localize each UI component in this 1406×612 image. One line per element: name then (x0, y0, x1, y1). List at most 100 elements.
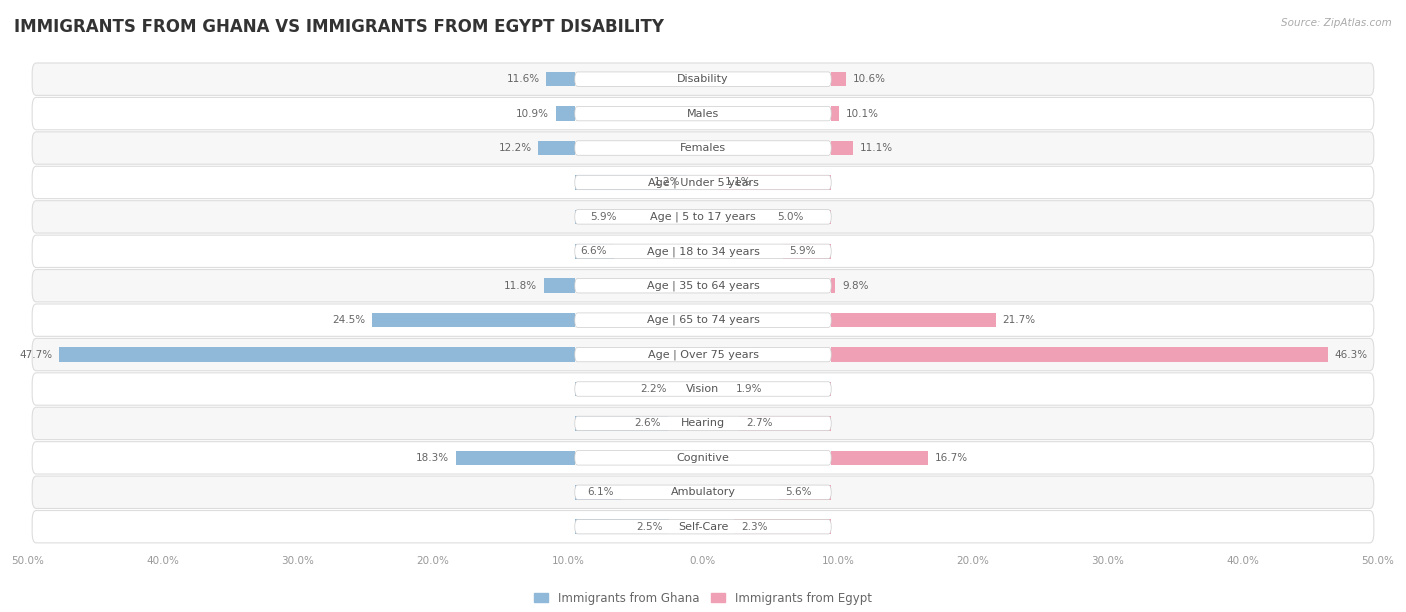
Text: Age | Over 75 years: Age | Over 75 years (648, 349, 758, 360)
Text: 6.6%: 6.6% (581, 246, 607, 256)
Bar (575, 485, 620, 499)
Text: Age | 35 to 64 years: Age | 35 to 64 years (647, 280, 759, 291)
Bar (538, 141, 575, 155)
FancyBboxPatch shape (32, 97, 1374, 130)
FancyBboxPatch shape (575, 450, 831, 465)
FancyBboxPatch shape (575, 348, 831, 362)
Legend: Immigrants from Ghana, Immigrants from Egypt: Immigrants from Ghana, Immigrants from E… (530, 587, 876, 610)
Text: 2.2%: 2.2% (640, 384, 666, 394)
Text: 6.1%: 6.1% (588, 487, 614, 498)
Bar (831, 313, 995, 327)
Text: 2.6%: 2.6% (634, 419, 661, 428)
FancyBboxPatch shape (32, 510, 1374, 543)
Text: 12.2%: 12.2% (499, 143, 531, 153)
Text: 18.3%: 18.3% (416, 453, 450, 463)
Text: Age | 5 to 17 years: Age | 5 to 17 years (650, 212, 756, 222)
Text: Age | 18 to 34 years: Age | 18 to 34 years (647, 246, 759, 256)
Text: 5.6%: 5.6% (786, 487, 811, 498)
Text: 47.7%: 47.7% (20, 349, 52, 360)
Bar (783, 244, 831, 258)
FancyBboxPatch shape (575, 313, 831, 327)
FancyBboxPatch shape (32, 373, 1374, 405)
Bar (831, 450, 928, 465)
Text: 21.7%: 21.7% (1002, 315, 1036, 325)
Bar (575, 520, 669, 534)
Text: Ambulatory: Ambulatory (671, 487, 735, 498)
Text: 5.9%: 5.9% (789, 246, 815, 256)
Bar (555, 106, 575, 121)
FancyBboxPatch shape (575, 106, 831, 121)
Bar (547, 72, 575, 86)
Bar (544, 278, 575, 293)
Text: 5.0%: 5.0% (778, 212, 804, 222)
FancyBboxPatch shape (32, 166, 1374, 199)
FancyBboxPatch shape (32, 304, 1374, 337)
FancyBboxPatch shape (32, 476, 1374, 509)
Text: 11.6%: 11.6% (506, 74, 540, 84)
Text: 1.2%: 1.2% (654, 177, 681, 187)
Bar (831, 141, 853, 155)
Text: 1.1%: 1.1% (724, 177, 751, 187)
FancyBboxPatch shape (32, 407, 1374, 439)
Bar (575, 210, 623, 224)
Bar (734, 520, 831, 534)
FancyBboxPatch shape (575, 278, 831, 293)
Text: IMMIGRANTS FROM GHANA VS IMMIGRANTS FROM EGYPT DISABILITY: IMMIGRANTS FROM GHANA VS IMMIGRANTS FROM… (14, 18, 664, 36)
FancyBboxPatch shape (575, 485, 831, 499)
Text: 2.5%: 2.5% (636, 521, 662, 532)
FancyBboxPatch shape (575, 520, 831, 534)
Text: 2.3%: 2.3% (741, 521, 768, 532)
Text: Females: Females (681, 143, 725, 153)
FancyBboxPatch shape (575, 210, 831, 224)
Bar (831, 106, 839, 121)
Bar (575, 416, 668, 431)
Text: 46.3%: 46.3% (1334, 349, 1368, 360)
Bar (575, 175, 686, 190)
Bar (831, 72, 846, 86)
Text: Age | Under 5 years: Age | Under 5 years (648, 177, 758, 188)
Bar (779, 485, 831, 499)
Text: Males: Males (688, 108, 718, 119)
FancyBboxPatch shape (575, 72, 831, 86)
Text: 1.9%: 1.9% (735, 384, 762, 394)
FancyBboxPatch shape (32, 442, 1374, 474)
Text: 10.1%: 10.1% (846, 108, 879, 119)
Text: Source: ZipAtlas.com: Source: ZipAtlas.com (1281, 18, 1392, 28)
FancyBboxPatch shape (32, 63, 1374, 95)
FancyBboxPatch shape (575, 416, 831, 431)
Text: 11.8%: 11.8% (503, 281, 537, 291)
Text: 9.8%: 9.8% (842, 281, 869, 291)
Text: 5.9%: 5.9% (591, 212, 617, 222)
Bar (575, 382, 673, 396)
Text: 10.9%: 10.9% (516, 108, 550, 119)
Text: Self-Care: Self-Care (678, 521, 728, 532)
FancyBboxPatch shape (575, 141, 831, 155)
FancyBboxPatch shape (575, 244, 831, 258)
Bar (59, 348, 575, 362)
Text: Age | 65 to 74 years: Age | 65 to 74 years (647, 315, 759, 326)
Text: Vision: Vision (686, 384, 720, 394)
Bar (831, 278, 835, 293)
FancyBboxPatch shape (32, 338, 1374, 371)
Bar (740, 416, 831, 431)
Text: Hearing: Hearing (681, 419, 725, 428)
Bar (575, 244, 614, 258)
Text: 24.5%: 24.5% (332, 315, 366, 325)
Text: 16.7%: 16.7% (935, 453, 969, 463)
Text: 10.6%: 10.6% (853, 74, 886, 84)
Text: 2.7%: 2.7% (747, 419, 773, 428)
Bar (831, 348, 1327, 362)
FancyBboxPatch shape (32, 235, 1374, 267)
Bar (718, 175, 831, 190)
Bar (728, 382, 831, 396)
FancyBboxPatch shape (575, 382, 831, 396)
Bar (373, 313, 575, 327)
Text: Cognitive: Cognitive (676, 453, 730, 463)
FancyBboxPatch shape (32, 201, 1374, 233)
FancyBboxPatch shape (575, 175, 831, 190)
Bar (770, 210, 831, 224)
FancyBboxPatch shape (32, 269, 1374, 302)
FancyBboxPatch shape (32, 132, 1374, 164)
Text: 11.1%: 11.1% (859, 143, 893, 153)
Bar (456, 450, 575, 465)
